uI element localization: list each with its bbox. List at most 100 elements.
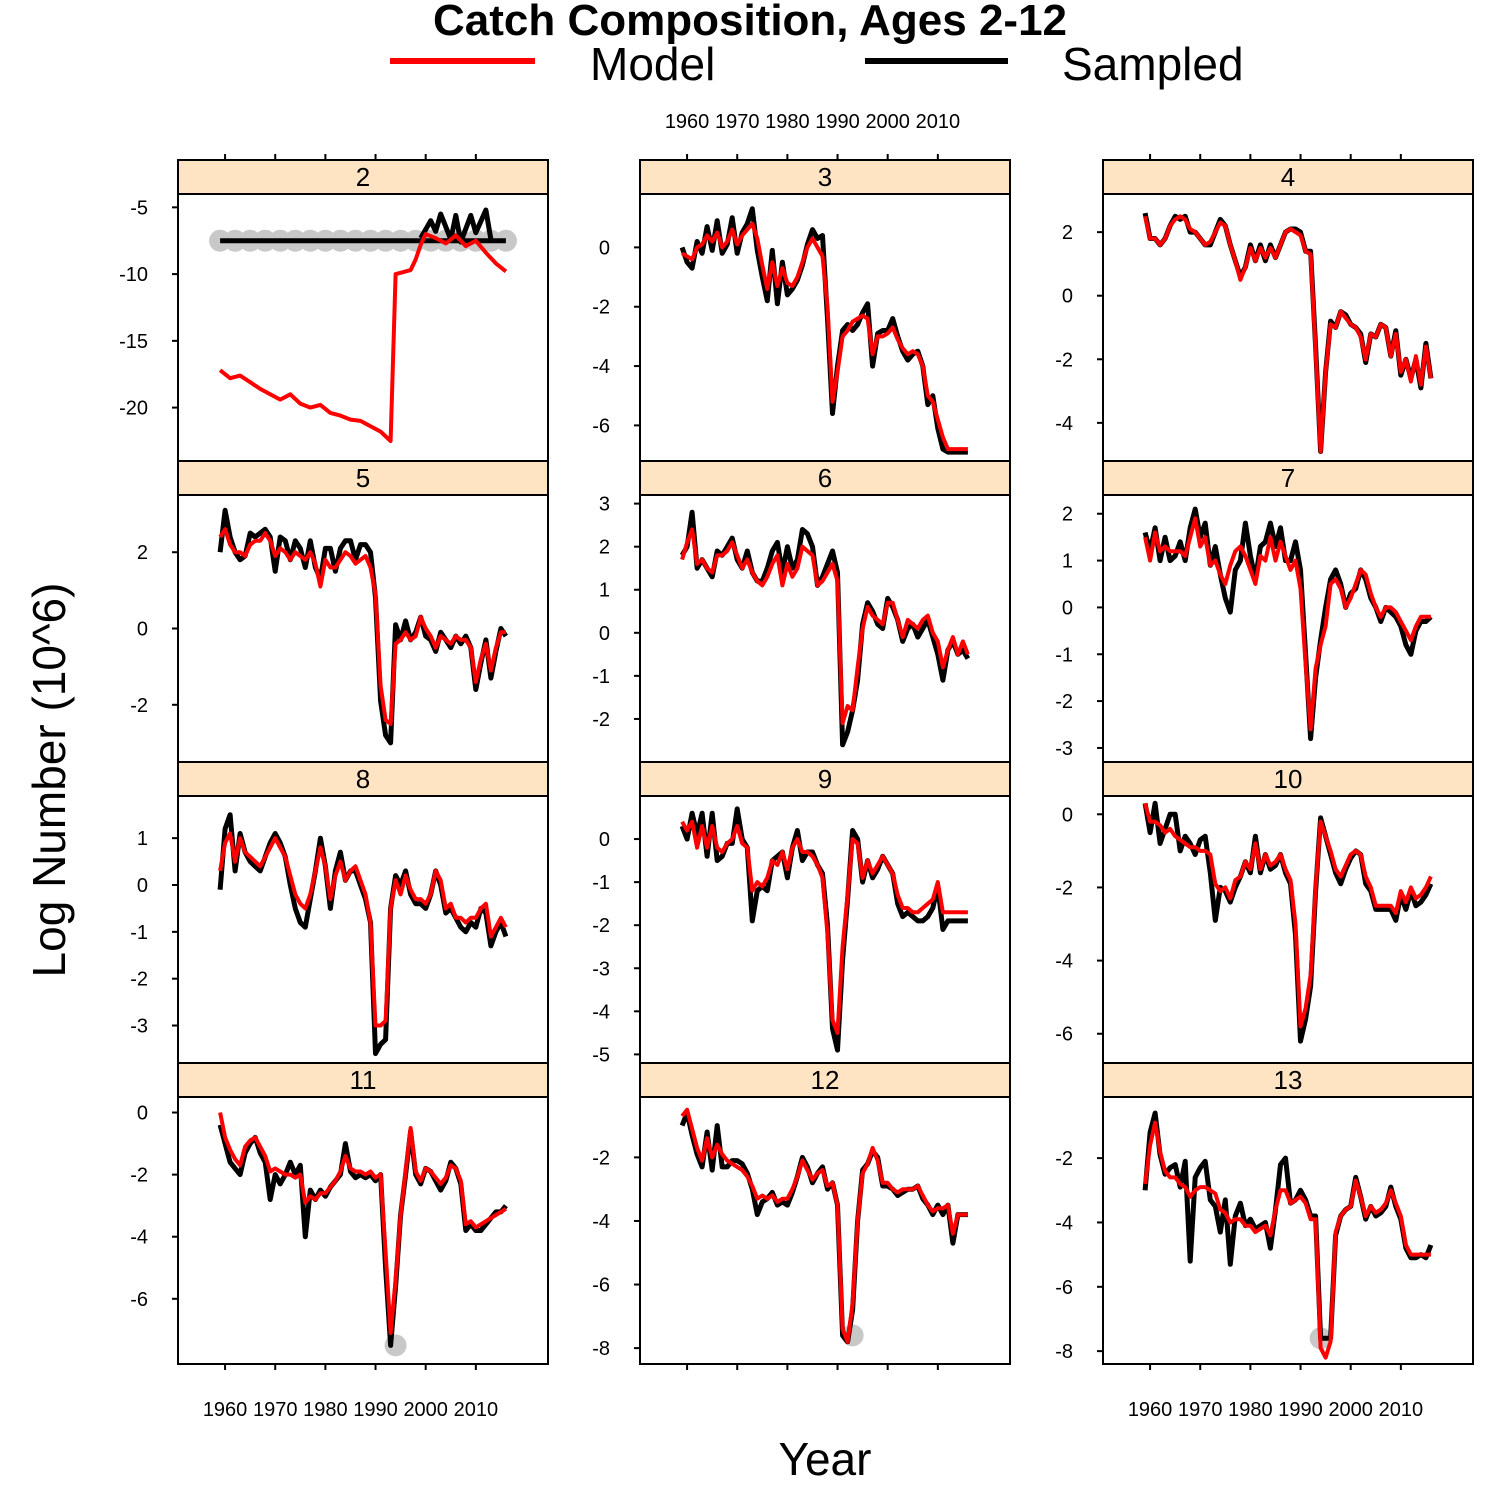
sampled-series	[679, 509, 971, 748]
panel-strip-label: 11	[350, 1065, 377, 1095]
y-tick-label: -3	[130, 1016, 148, 1038]
panel-age-13: 13 -2 -4 -6 -8 1960 1970 1980 1990 2000 2010	[1055, 1062, 1474, 1421]
y-tick-label: 1	[599, 580, 610, 602]
model-series	[680, 819, 968, 1035]
y-tick-label: -4	[1055, 1212, 1073, 1234]
panel-plot-area	[639, 494, 1011, 763]
x-tick-label-top: 1970	[715, 111, 760, 133]
model-series	[681, 221, 968, 452]
panel-strip	[1102, 761, 1474, 797]
x-tick-label-bottom: 2010	[1379, 1399, 1424, 1421]
panel-strip-label: 13	[1274, 1065, 1303, 1095]
panel-strip	[177, 460, 549, 496]
panel-strip	[1102, 1062, 1474, 1098]
panel-age-5: 5 2 0 -2	[130, 460, 549, 763]
panel-strip	[1102, 159, 1474, 195]
panel-series	[1142, 212, 1434, 454]
y-tick-label: 0	[1062, 597, 1073, 619]
panel-series	[1142, 506, 1433, 742]
panel-age-11: 11 0 -2 -4 -6 1960 1970 1980 1990 2000 2010	[130, 1062, 549, 1421]
panel-series	[679, 806, 968, 1053]
x-tick-label-top: 1960	[665, 111, 710, 133]
sampled-series-extra	[418, 207, 494, 245]
x-tick-label-bottom: 2010	[454, 1399, 499, 1421]
x-axis-title: Year	[779, 1433, 872, 1485]
x-tick-label-bottom: 1990	[1278, 1399, 1323, 1421]
panel-plot-area	[639, 1096, 1011, 1365]
panel-series	[217, 1112, 508, 1357]
panel-strip-label: 12	[811, 1065, 840, 1095]
y-tick-label: -10	[119, 264, 148, 286]
panel-strip-label: 5	[356, 463, 370, 493]
y-axis-title: Log Number (10^6)	[23, 583, 75, 978]
y-tick-label: -8	[592, 1338, 610, 1360]
panel-strip-label: 7	[1281, 463, 1295, 493]
y-tick-label: -4	[592, 356, 610, 378]
y-tick-label: -1	[592, 666, 610, 688]
y-tick-label: -1	[592, 872, 610, 894]
legend-model-label: Model	[590, 38, 715, 90]
panel-series	[679, 509, 971, 748]
panel-strip	[177, 159, 549, 195]
model-series	[1143, 802, 1433, 1029]
x-tick-label-bottom: 2000	[403, 1399, 448, 1421]
model-series	[218, 1112, 507, 1335]
panel-age-3: 3 0 -2 -4 -6 1960 1970 1980 1990 2000 2010	[592, 111, 1011, 462]
x-tick-label-top: 2000	[865, 111, 910, 133]
chart-title: Catch Composition, Ages 2-12	[433, 0, 1067, 45]
model-series	[218, 831, 508, 1028]
x-tick-label-bottom: 1960	[203, 1399, 248, 1421]
y-tick-label: -3	[592, 958, 610, 980]
panel-age-9: 9 0 -1 -2 -3 -4 -5	[592, 761, 1011, 1066]
model-series	[680, 1107, 968, 1344]
x-tick-label-top: 1990	[815, 111, 860, 133]
panel-strip	[639, 1062, 1011, 1098]
y-tick-label: -6	[1055, 1277, 1073, 1299]
panel-age-2: 2 -5 -10 -15 -20	[119, 154, 549, 462]
y-tick-label: -4	[592, 1001, 610, 1023]
legend: Model Sampled	[390, 38, 1244, 90]
y-tick-label: -4	[1055, 951, 1073, 973]
y-tick-label: -2	[592, 1147, 610, 1169]
y-tick-label: 0	[599, 623, 610, 645]
y-tick-label: -2	[1055, 1148, 1073, 1170]
y-tick-label: -2	[592, 297, 610, 319]
x-tick-label-bottom: 1960	[1128, 1399, 1173, 1421]
panel-strip-label: 8	[356, 764, 370, 794]
panel-age-7: 7 2 1 0 -1 -2 -3	[1055, 460, 1474, 763]
panel-strip	[177, 1062, 549, 1098]
x-tick-label-top: 1980	[765, 111, 810, 133]
panel-series	[209, 207, 517, 443]
panel-strip-label: 3	[818, 162, 832, 192]
panel-series	[679, 206, 968, 455]
y-tick-label: -2	[1055, 691, 1073, 713]
y-tick-label: -2	[1055, 877, 1073, 899]
y-tick-label: -2	[130, 969, 148, 991]
y-tick-label: -2	[130, 1165, 148, 1187]
y-tick-label: -2	[592, 915, 610, 937]
panel-plot-area	[1102, 795, 1474, 1064]
panel-plot-area	[177, 494, 549, 763]
panel-series	[217, 507, 508, 746]
model-series	[680, 527, 970, 726]
y-tick-label: -5	[592, 1044, 610, 1066]
y-tick-label: -2	[1055, 349, 1073, 371]
y-tick-label: 0	[137, 619, 148, 641]
y-tick-label: -6	[592, 1275, 610, 1297]
panel-strip-label: 4	[1281, 162, 1295, 192]
y-tick-label: 1	[137, 828, 148, 850]
y-tick-label: 2	[1062, 222, 1073, 244]
y-tick-label: -20	[119, 398, 148, 420]
outlier-point	[209, 229, 232, 252]
x-tick-label-top: 2010	[916, 111, 961, 133]
panel-strip	[1102, 460, 1474, 496]
y-tick-label: 1	[1062, 551, 1073, 573]
panel-strip-label: 2	[356, 162, 370, 192]
y-tick-label: -4	[1055, 413, 1073, 435]
y-tick-label: 3	[599, 494, 610, 516]
x-tick-label-bottom: 1970	[253, 1399, 298, 1421]
model-series	[218, 527, 506, 726]
model-series	[218, 232, 508, 443]
